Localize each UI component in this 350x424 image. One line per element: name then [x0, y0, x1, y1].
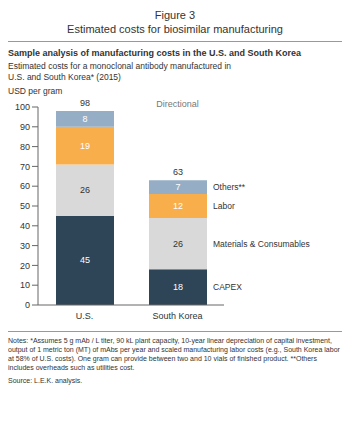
html-text:USD per gram: USD per gram	[8, 86, 63, 96]
html-text:Directional: Directional	[156, 99, 199, 109]
svg-text:18: 18	[173, 282, 183, 292]
html-text:Figure 3: Figure 3	[154, 9, 196, 21]
svg-text:80: 80	[20, 142, 30, 152]
svg-text:U.S.: U.S.	[76, 311, 94, 321]
svg-text:CAPEX: CAPEX	[213, 282, 242, 292]
html-text:Source: L.E.K. analysis.: Source: L.E.K. analysis.	[8, 377, 83, 384]
svg-text:Others**: Others**	[213, 182, 246, 192]
svg-text:Materials & Consumables: Materials & Consumables	[213, 239, 310, 249]
svg-text:100: 100	[15, 102, 30, 112]
html-text:Estimated costs for a monoclon: Estimated costs for a monoclonal antibod…	[8, 61, 231, 82]
svg-text:Labor: Labor	[213, 201, 235, 211]
svg-text:45: 45	[80, 255, 90, 265]
svg-text:19: 19	[80, 141, 90, 151]
html-text:Notes: *Assumes 5 g mAb / L ti: Notes: *Assumes 5 g mAb / L titer, 90 kL…	[8, 337, 340, 371]
svg-text:7: 7	[175, 182, 180, 192]
svg-text:10: 10	[20, 280, 30, 290]
svg-text:63: 63	[173, 167, 183, 177]
svg-text:South Korea: South Korea	[152, 311, 202, 321]
svg-text:12: 12	[173, 201, 183, 211]
svg-text:90: 90	[20, 122, 30, 132]
svg-text:40: 40	[20, 221, 30, 231]
svg-text:20: 20	[20, 261, 30, 271]
svg-text:30: 30	[20, 241, 30, 251]
svg-text:0: 0	[25, 300, 30, 310]
svg-text:70: 70	[20, 162, 30, 172]
svg-text:8: 8	[82, 114, 87, 124]
svg-text:26: 26	[173, 239, 183, 249]
svg-text:50: 50	[20, 201, 30, 211]
svg-text:26: 26	[80, 185, 90, 195]
html-text:Estimated costs for biosimilar: Estimated costs for biosimilar manufactu…	[67, 23, 283, 35]
html-text:Sample analysis of manufacturi: Sample analysis of manufacturing costs i…	[8, 48, 302, 58]
svg-text:98: 98	[80, 98, 90, 108]
svg-text:60: 60	[20, 181, 30, 191]
